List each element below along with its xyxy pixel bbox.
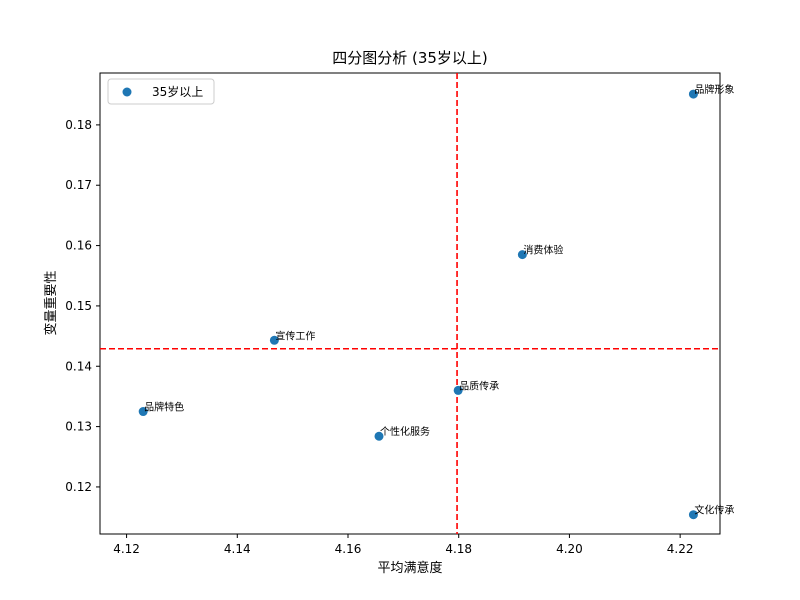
- y-tick-label: 0.18: [65, 118, 92, 132]
- x-axis-label: 平均满意度: [377, 560, 442, 576]
- data-point-label: 品牌特色: [144, 401, 184, 414]
- data-point-label: 个性化服务: [380, 425, 430, 438]
- x-tick-label: 4.18: [445, 542, 472, 556]
- y-tick-label: 0.14: [65, 359, 92, 373]
- y-tick-label: 0.16: [65, 239, 92, 253]
- data-point: [688, 89, 698, 99]
- y-tick-label: 0.12: [65, 480, 92, 494]
- x-tick-label: 4.14: [224, 542, 251, 556]
- plot-area: 4.12 4.14 4.16 4.18 4.20 4.22 0.12 0.13 0.14 0.15…: [65, 72, 734, 556]
- data-point-label: 文化传承: [694, 504, 734, 517]
- x-tick-label: 4.16: [335, 542, 362, 556]
- data-point: [517, 250, 527, 260]
- data-point: [374, 431, 384, 441]
- legend-marker: [122, 87, 132, 97]
- data-point: [269, 335, 279, 345]
- x-tick-label: 4.20: [556, 542, 583, 556]
- chart-title: 四分图分析 (35岁以上): [332, 49, 488, 67]
- data-point-label: 宣传工作: [275, 329, 315, 342]
- legend: 35岁以上: [107, 78, 215, 105]
- x-tick-label: 4.12: [113, 542, 140, 556]
- data-point-label: 品牌形象: [694, 83, 734, 96]
- data-point-label: 消费体验: [523, 244, 563, 257]
- legend-label: 35岁以上: [152, 84, 203, 99]
- plot-frame: [99, 72, 721, 535]
- x-tick-label: 4.22: [667, 542, 694, 556]
- y-axis-label: 变量重要性: [43, 270, 59, 335]
- data-point-label: 品质传承: [459, 380, 499, 392]
- data-point: [688, 510, 698, 520]
- data-point: [453, 385, 463, 395]
- y-tick-label: 0.17: [65, 178, 92, 192]
- y-tick-label: 0.13: [65, 420, 92, 434]
- legend-box: [107, 78, 215, 105]
- y-tick-label: 0.15: [65, 299, 92, 313]
- data-point: [138, 407, 148, 417]
